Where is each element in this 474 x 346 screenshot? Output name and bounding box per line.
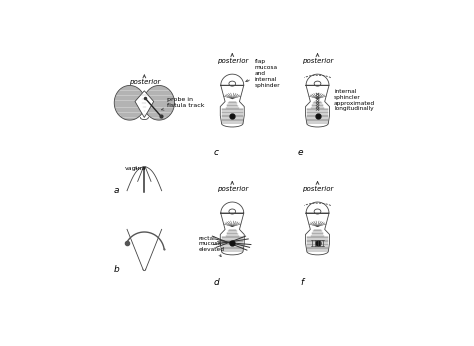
Text: posterior: posterior xyxy=(128,79,160,85)
Text: internal
sphincler
approximated
longitudinally: internal sphincler approximated longitud… xyxy=(334,89,375,111)
Text: f: f xyxy=(300,278,303,287)
Text: posterior: posterior xyxy=(302,186,333,192)
Text: d: d xyxy=(213,278,219,287)
Text: a: a xyxy=(114,186,119,195)
Polygon shape xyxy=(220,74,244,127)
Polygon shape xyxy=(306,202,329,255)
Text: flap
mucosa
and
internal
sphinder: flap mucosa and internal sphinder xyxy=(246,60,281,88)
Polygon shape xyxy=(114,85,145,120)
Text: vagina: vagina xyxy=(124,166,146,171)
Text: e: e xyxy=(298,148,303,157)
Text: rectal
mucosa
elevated: rectal mucosa elevated xyxy=(199,236,225,257)
Polygon shape xyxy=(135,91,154,117)
Polygon shape xyxy=(220,202,244,255)
Polygon shape xyxy=(306,74,329,127)
Polygon shape xyxy=(144,85,174,120)
Text: posterior: posterior xyxy=(217,186,248,192)
Text: b: b xyxy=(113,265,119,274)
Text: c: c xyxy=(214,148,219,157)
Text: probe in
fistula track: probe in fistula track xyxy=(161,97,204,110)
Text: posterior: posterior xyxy=(302,58,333,64)
Text: posterior: posterior xyxy=(217,58,248,64)
